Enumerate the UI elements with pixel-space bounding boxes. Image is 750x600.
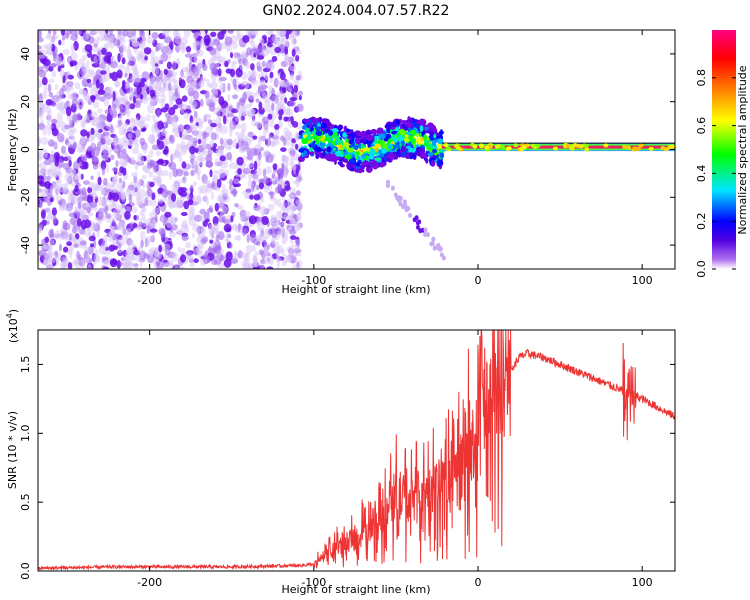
snr-multiplier-label: (x104)	[5, 309, 20, 343]
y-tick-label: 0	[19, 146, 32, 153]
snr-y-ticks: 0.0 0.5 1.0 1.5	[19, 356, 675, 580]
x-tick-label: 100	[632, 576, 653, 589]
snr-plot-area	[38, 330, 675, 571]
carrier-line-region	[441, 142, 675, 152]
x-tick-label: -200	[137, 576, 162, 589]
snr-x-ticks: -200 -100 0 100	[137, 330, 653, 589]
spectrogram-plot-area	[38, 30, 675, 269]
snr-multiplier-close: )	[7, 309, 20, 313]
colorbar-tick-label: 0.2	[695, 212, 708, 230]
snr-multiplier-exponent: 4	[5, 313, 14, 318]
y-tick-label: -20	[19, 188, 32, 206]
figure-title: GN02.2024.004.07.57.R22	[263, 3, 450, 19]
snr-frame	[37, 329, 676, 572]
y-tick-label: 0.0	[19, 562, 32, 580]
x-tick-label: -200	[137, 274, 162, 287]
spectrogram-x-ticks: -200 -100 0 100	[137, 30, 653, 287]
snr-x-axis-label: Height of straight line (km)	[281, 583, 430, 596]
colorbar: 0.0 0.2 0.4 0.6 0.8 Normalized spectral ampl…	[695, 30, 749, 278]
x-tick-label: -100	[301, 274, 326, 287]
scintillation-band-region	[298, 116, 445, 174]
snr-panel: -200 -100 0 100 0.0 0.5 1.0 1.5 Height of stra…	[5, 309, 676, 596]
colorbar-tick-label: 0.8	[695, 69, 708, 87]
spectrogram-y-axis-label: Frequency (Hz)	[6, 109, 19, 192]
colorbar-ticks: 0.0 0.2 0.4 0.6 0.8	[695, 69, 736, 278]
x-tick-label: -100	[301, 576, 326, 589]
x-tick-label: 0	[474, 576, 481, 589]
y-tick-label: 0.5	[19, 493, 32, 511]
y-tick-label: 20	[19, 95, 32, 109]
y-tick-label: -40	[19, 236, 32, 254]
colorbar-gradient	[712, 30, 736, 269]
y-tick-label: 1.0	[19, 425, 32, 443]
noise-region	[38, 30, 304, 269]
y-tick-label: 1.5	[19, 356, 32, 374]
spectrogram-y-ticks: -40 -20 0 20 40	[19, 47, 675, 254]
colorbar-tick-label: 0.4	[695, 165, 708, 183]
snr-y-axis-label: SNR (10 * v/v)	[6, 411, 19, 489]
y-tick-label: 40	[19, 47, 32, 61]
snr-multiplier-base: (x10	[7, 318, 20, 343]
colorbar-tick-label: 0.6	[695, 117, 708, 135]
colorbar-tick-label: 0.0	[695, 260, 708, 278]
spectrogram-x-axis-label: Height of straight line (km)	[281, 283, 430, 296]
snr-series-line	[38, 330, 675, 571]
colorbar-label: Normalized spectral amplitude	[736, 65, 749, 234]
x-tick-label: 0	[474, 274, 481, 287]
x-tick-label: 100	[632, 274, 653, 287]
descending-trace-region	[385, 179, 446, 261]
